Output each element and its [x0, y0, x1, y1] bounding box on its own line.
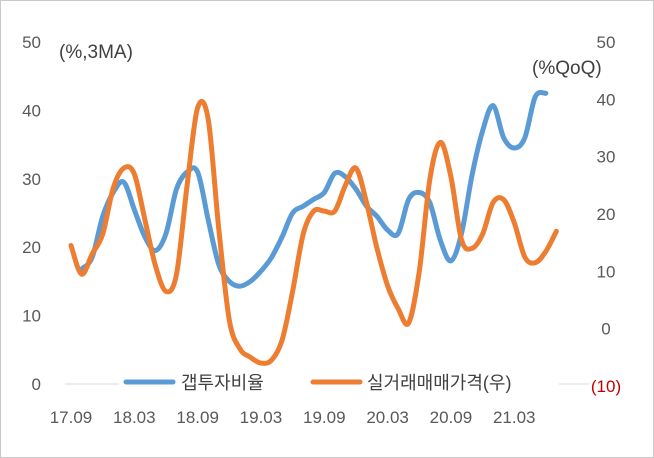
x-axis-tick-label: 18.03 — [113, 408, 156, 427]
left-axis-tick-label: 50 — [22, 33, 41, 52]
right-axis-tick-label: 40 — [597, 90, 616, 109]
series-line-gap-ratio — [79, 89, 549, 289]
right-axis-tick-label: 30 — [597, 148, 616, 167]
right-axis-tick-label: (10) — [591, 377, 621, 396]
left-axis-unit: (%,3MA) — [59, 42, 133, 63]
left-axis-tick-label: 0 — [32, 375, 41, 394]
right-axis-tick-label: 20 — [597, 205, 616, 224]
series-line-transaction-price — [68, 98, 559, 366]
right-axis-tick-label: 50 — [597, 33, 616, 52]
left-axis-tick-label: 10 — [22, 307, 41, 326]
left-axis-tick-label: 30 — [22, 170, 41, 189]
right-axis-unit: (%QoQ) — [532, 58, 602, 79]
x-axis-tick-label: 21.03 — [493, 408, 536, 427]
x-axis-tick-label: 18.09 — [176, 408, 219, 427]
right-axis-tick-label: 0 — [601, 320, 610, 339]
x-axis-tick-label: 20.09 — [430, 408, 473, 427]
legend-label-gap-ratio: 갭투자비율 — [181, 373, 264, 393]
right-axis-tick-label: 10 — [597, 262, 616, 281]
left-axis-tick-label: 20 — [22, 238, 41, 257]
x-axis-tick-label: 19.09 — [303, 408, 346, 427]
x-axis-tick-label: 20.03 — [366, 408, 409, 427]
x-axis-tick-label: 19.03 — [240, 408, 283, 427]
left-axis-tick-label: 40 — [22, 101, 41, 120]
legend-label-transaction-price: 실거래매매가격(우) — [367, 373, 511, 393]
x-axis-tick-label: 17.09 — [50, 408, 93, 427]
